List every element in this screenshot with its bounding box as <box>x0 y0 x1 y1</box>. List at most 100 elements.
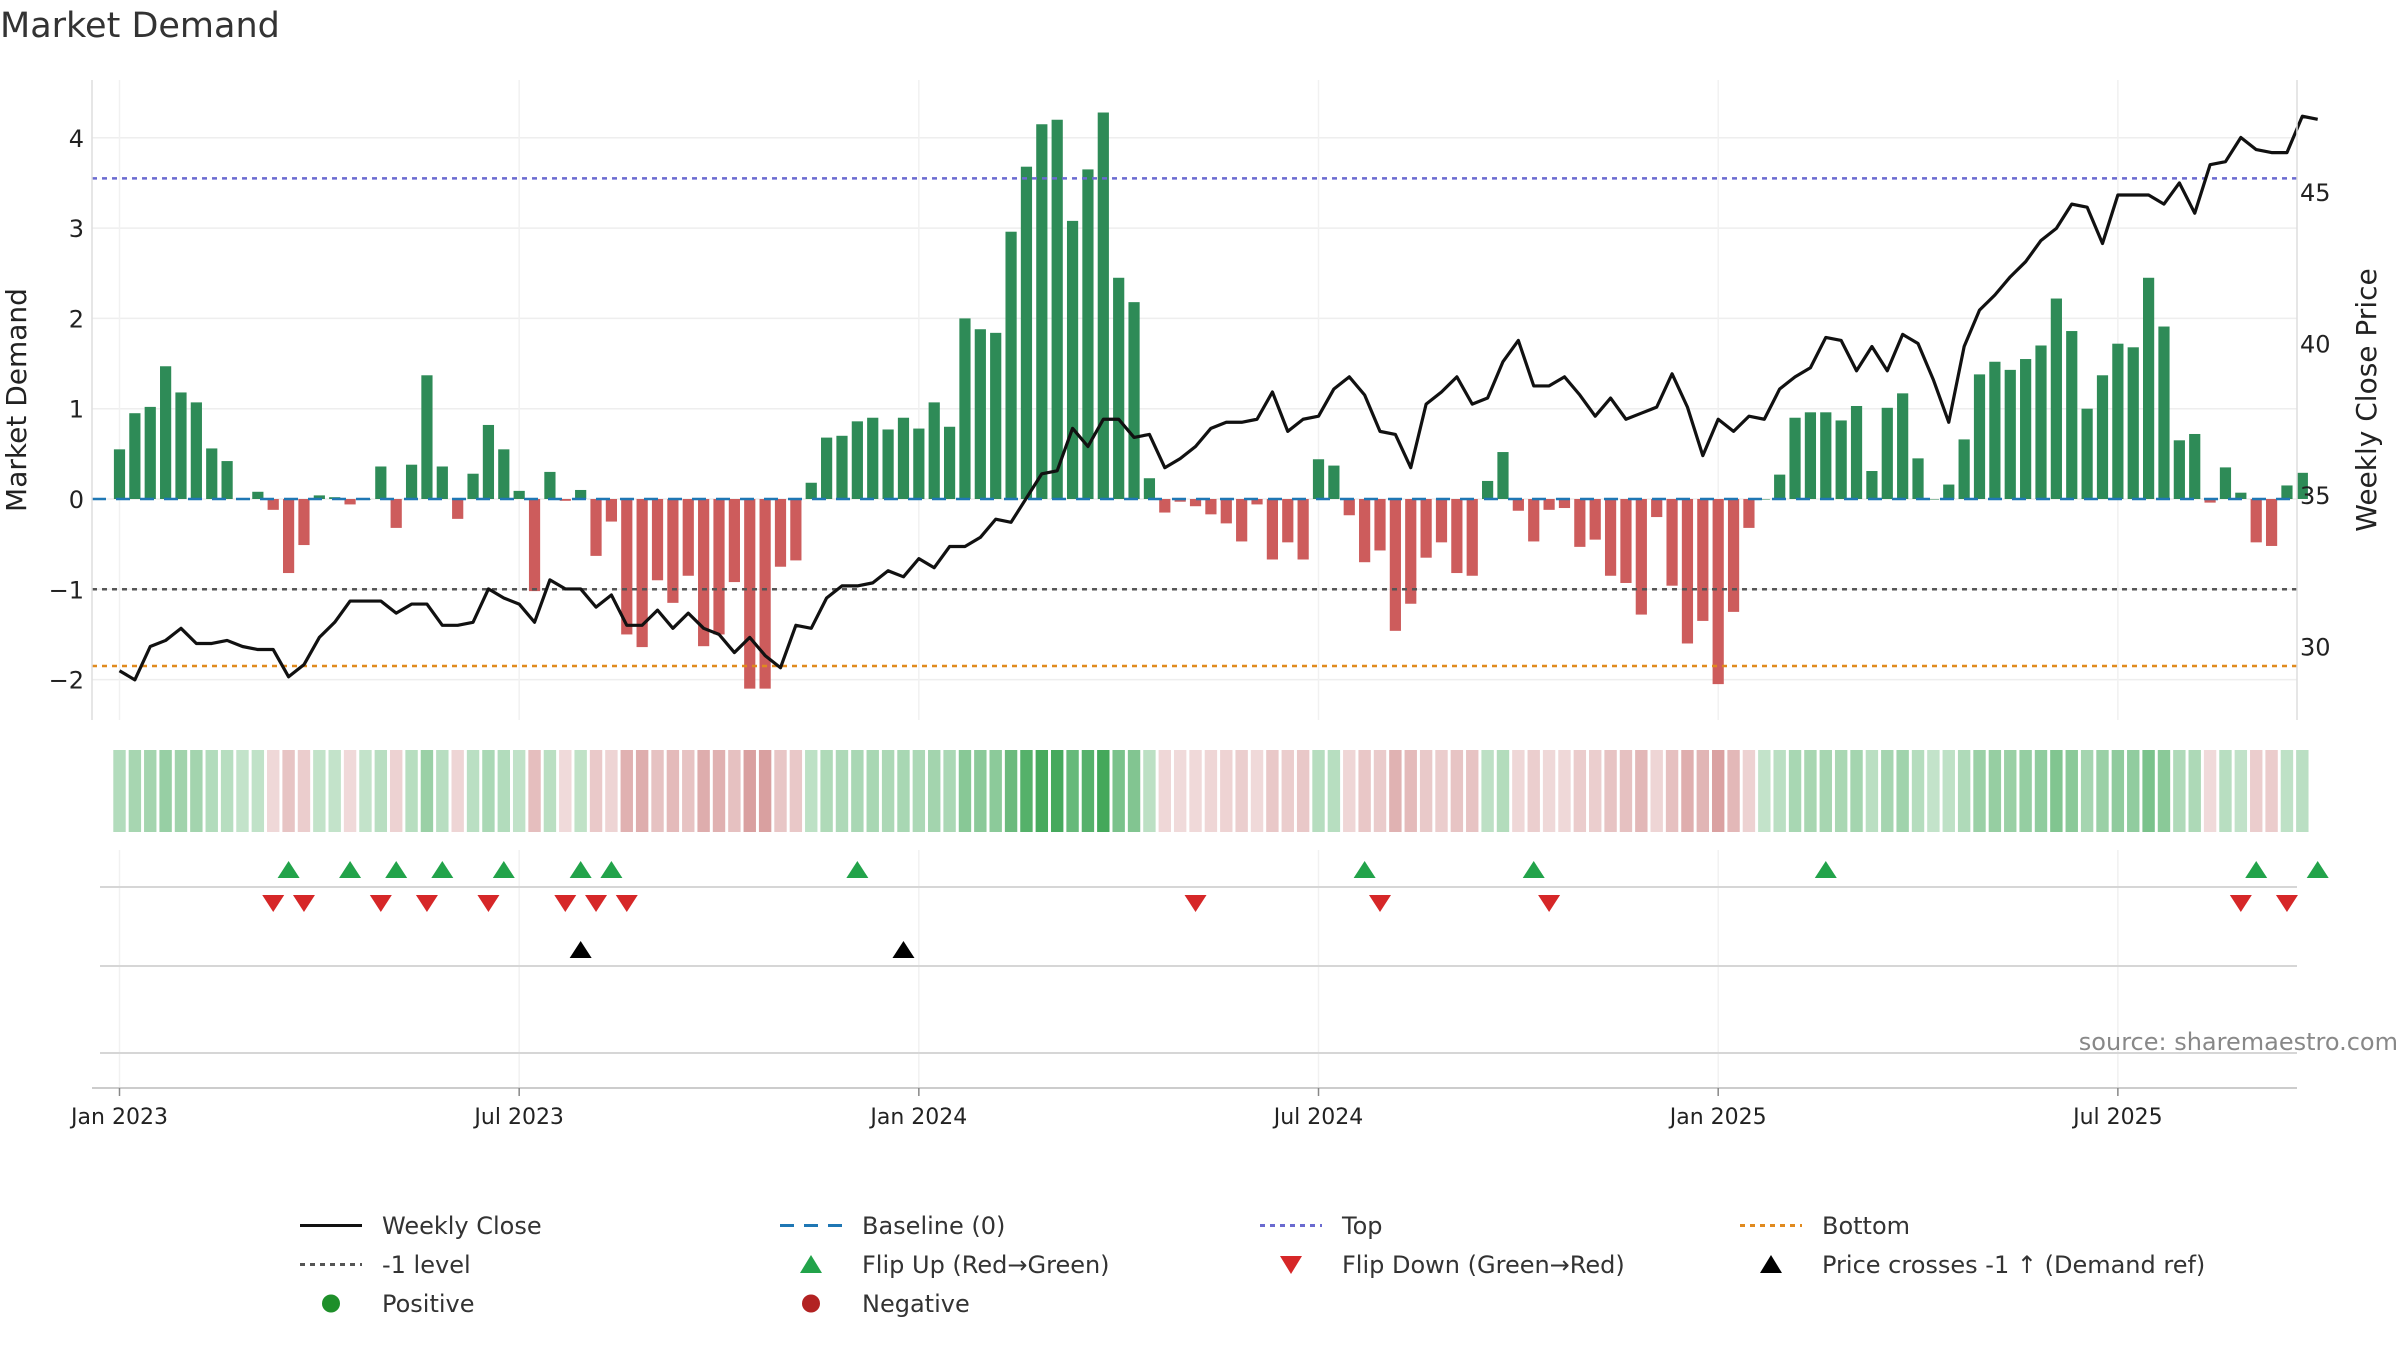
demand-bar <box>1036 124 1048 499</box>
heat-cell <box>1558 750 1571 832</box>
x-tick-label: Jan 2024 <box>868 1105 967 1130</box>
flip-up-marker <box>2306 861 2329 878</box>
heat-cell <box>436 750 449 832</box>
demand-bar <box>1159 499 1171 513</box>
heat-cell <box>820 750 833 832</box>
heat-cell <box>1312 750 1325 832</box>
heat-cell <box>620 750 633 832</box>
demand-bar <box>744 499 756 689</box>
demand-bar <box>821 437 833 499</box>
demand-bar <box>1066 220 1079 499</box>
x-tick-label: Jan 2025 <box>1668 1105 1767 1130</box>
demand-bar <box>1297 499 1309 560</box>
heat-cell <box>2096 750 2109 832</box>
heat-cell <box>420 750 434 832</box>
heat-cell <box>1050 750 1064 832</box>
heat-cell <box>1235 750 1248 832</box>
flip-up-marker <box>385 861 408 878</box>
demand-bar <box>959 318 971 499</box>
line-icon <box>300 1224 362 1227</box>
heat-cell <box>1496 750 1510 832</box>
demand-bar <box>667 499 679 603</box>
demand-bar <box>467 473 479 499</box>
heat-cell <box>1727 750 1740 832</box>
heat-cell <box>1573 750 1587 832</box>
heat-cell <box>2203 750 2217 832</box>
demand-bar <box>1804 412 1817 499</box>
flip-down-marker <box>2275 895 2298 912</box>
demand-bar <box>452 499 464 519</box>
heat-cell <box>1281 750 1294 832</box>
heat-cell <box>728 750 741 832</box>
heat-cell <box>1788 750 1802 832</box>
demand-bar <box>1973 374 1986 499</box>
heat-cell <box>2080 750 2094 832</box>
flip-down-marker <box>1184 895 1207 912</box>
demand-bar <box>1604 499 1617 576</box>
heat-cell <box>1450 750 1464 832</box>
heat-cell <box>1527 750 1540 832</box>
heat-cell <box>2250 750 2263 832</box>
x-tick-label: Jul 2024 <box>1272 1105 1364 1130</box>
chart-title: Market Demand <box>0 6 280 46</box>
heat-cell <box>1896 750 1909 832</box>
demand-bar <box>513 490 525 499</box>
heat-cell <box>1512 750 1525 832</box>
heat-cell <box>1881 750 1894 832</box>
legend-item-top: Top <box>1260 1210 1740 1241</box>
demand-bar <box>2250 499 2262 543</box>
demand-bar <box>1097 112 1109 500</box>
heat-cell <box>543 750 557 832</box>
heat-cell <box>943 750 956 832</box>
heat-cell <box>682 750 695 832</box>
heat-cell <box>113 750 126 832</box>
heat-cell <box>174 750 188 832</box>
heat-cell <box>635 750 649 832</box>
demand-bar <box>1881 407 1893 499</box>
demand-bar <box>1912 458 1924 499</box>
flip-up-marker <box>1522 861 1545 878</box>
demand-bar <box>2189 433 2201 499</box>
heat-cell <box>912 750 926 832</box>
heat-cell <box>1481 750 1494 832</box>
legend-item-baseline: Baseline (0) <box>780 1210 1260 1241</box>
demand-bar <box>1251 499 1263 505</box>
heat-cell <box>1204 750 1218 832</box>
demand-bar <box>2035 345 2047 499</box>
demand-bar <box>836 435 848 499</box>
demand-bar <box>1282 499 1294 543</box>
weekly-close-series <box>118 114 2319 682</box>
heat-cell <box>666 750 680 832</box>
flip-down-marker <box>615 895 638 912</box>
demand-bar <box>1312 459 1325 499</box>
demand-bar <box>1236 499 1248 542</box>
heat-cell <box>2019 750 2032 832</box>
legend-label: Bottom <box>1822 1211 1911 1240</box>
heat-cell <box>405 750 418 832</box>
x-tick-label: Jul 2023 <box>472 1105 564 1130</box>
flip-down-marker <box>369 895 392 912</box>
heat-cell <box>220 750 234 832</box>
demand-bar <box>1405 499 1417 604</box>
heat-cell <box>1973 750 1986 832</box>
demand-bar <box>375 466 387 499</box>
flip-up-marker <box>600 861 623 878</box>
demand-bar <box>1758 499 1770 500</box>
flip-up-marker <box>431 861 454 878</box>
demand-bar <box>1574 499 1586 547</box>
y-tick-label: 1 <box>69 396 84 424</box>
demand-bar <box>882 429 894 499</box>
heat-cell <box>2188 750 2201 832</box>
heat-cell <box>989 750 1002 832</box>
demand-bar <box>344 499 356 505</box>
y-tick-label: −2 <box>49 667 84 695</box>
demand-bar <box>2096 375 2109 499</box>
heat-cell <box>789 750 803 832</box>
demand-bar <box>1374 499 1386 551</box>
demand-bar <box>2235 492 2247 499</box>
legend-label: Top <box>1342 1211 1383 1240</box>
heat-cell <box>897 750 910 832</box>
heat-cell <box>482 750 495 832</box>
x-tick-label: Jul 2025 <box>2071 1105 2163 1130</box>
heat-cell <box>1589 750 1602 832</box>
